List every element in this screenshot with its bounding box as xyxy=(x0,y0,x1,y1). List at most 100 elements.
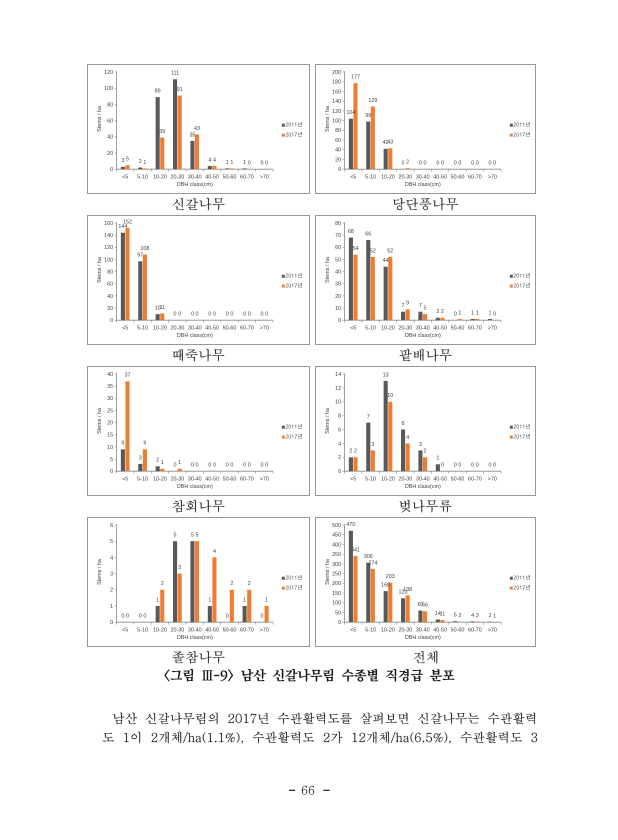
svg-text:2: 2 xyxy=(406,160,409,166)
svg-text:>70: >70 xyxy=(488,476,497,482)
svg-text:2: 2 xyxy=(441,309,444,315)
svg-text:104: 104 xyxy=(346,110,355,116)
svg-text:30-40: 30-40 xyxy=(416,476,430,482)
svg-text:1: 1 xyxy=(476,310,479,316)
svg-text:25: 25 xyxy=(107,408,113,414)
svg-text:0: 0 xyxy=(476,161,479,167)
svg-text:Stems / ha: Stems / ha xyxy=(97,106,103,132)
svg-text:3: 3 xyxy=(139,455,142,461)
svg-text:5-10: 5-10 xyxy=(137,627,148,633)
svg-text:10: 10 xyxy=(107,445,113,451)
svg-text:470: 470 xyxy=(346,522,355,528)
svg-text:450: 450 xyxy=(332,533,341,539)
svg-text:0: 0 xyxy=(454,161,457,167)
svg-text:140: 140 xyxy=(104,233,113,239)
svg-text:5: 5 xyxy=(454,613,457,619)
svg-text:111: 111 xyxy=(171,71,179,77)
svg-text:0: 0 xyxy=(191,312,194,318)
svg-text:DBH class(cm): DBH class(cm) xyxy=(405,635,441,641)
svg-text:0: 0 xyxy=(261,161,264,167)
svg-text:0: 0 xyxy=(143,614,146,620)
svg-text:5-10: 5-10 xyxy=(365,476,376,482)
svg-text:6: 6 xyxy=(110,523,113,529)
svg-text:40: 40 xyxy=(335,148,341,154)
svg-text:4: 4 xyxy=(338,441,341,447)
svg-text:0: 0 xyxy=(261,312,264,318)
svg-text:Stems / ha: Stems / ha xyxy=(97,408,103,434)
svg-text:30: 30 xyxy=(335,282,341,288)
svg-text:1: 1 xyxy=(436,456,439,462)
svg-text:39: 39 xyxy=(159,129,165,135)
svg-text:0: 0 xyxy=(419,161,422,167)
svg-text:4: 4 xyxy=(471,613,474,619)
svg-text:0: 0 xyxy=(174,463,177,469)
svg-text:20-30: 20-30 xyxy=(398,174,412,180)
svg-text:10: 10 xyxy=(335,400,341,406)
svg-text:14: 14 xyxy=(435,611,441,617)
svg-text:<5: <5 xyxy=(122,476,128,482)
svg-text:40-50: 40-50 xyxy=(205,627,219,633)
svg-text:0: 0 xyxy=(338,167,341,173)
svg-text:9: 9 xyxy=(143,441,146,447)
svg-text:80: 80 xyxy=(335,128,341,134)
svg-text:20: 20 xyxy=(107,421,113,427)
svg-text:100: 100 xyxy=(332,601,341,607)
svg-text:12: 12 xyxy=(335,386,341,392)
svg-text:5: 5 xyxy=(424,306,427,312)
svg-text:50-60: 50-60 xyxy=(451,627,465,633)
svg-text:30-40: 30-40 xyxy=(416,325,430,331)
svg-text:160: 160 xyxy=(104,221,113,227)
svg-text:10-20: 10-20 xyxy=(153,174,167,180)
svg-text:0: 0 xyxy=(265,463,268,469)
svg-text:1: 1 xyxy=(178,460,181,466)
svg-text:3: 3 xyxy=(110,572,113,578)
svg-text:0: 0 xyxy=(226,463,229,469)
svg-text:4: 4 xyxy=(213,549,216,555)
svg-text:200: 200 xyxy=(332,70,341,76)
svg-text:2: 2 xyxy=(338,455,341,461)
svg-text:20-30: 20-30 xyxy=(398,627,412,633)
svg-text:44: 44 xyxy=(383,258,389,264)
svg-text:5: 5 xyxy=(196,533,199,539)
svg-text:52: 52 xyxy=(370,248,376,254)
svg-text:5: 5 xyxy=(110,539,113,545)
svg-text:0: 0 xyxy=(248,312,251,318)
svg-text:98: 98 xyxy=(365,113,371,119)
svg-text:0: 0 xyxy=(493,312,496,318)
svg-text:60-70: 60-70 xyxy=(240,325,254,331)
svg-text:7: 7 xyxy=(402,303,405,309)
svg-text:1: 1 xyxy=(110,604,113,610)
svg-text:50-60: 50-60 xyxy=(451,325,465,331)
svg-text:10-20: 10-20 xyxy=(153,325,167,331)
svg-text:30-40: 30-40 xyxy=(416,174,430,180)
svg-text:66: 66 xyxy=(365,231,371,237)
svg-text:5: 5 xyxy=(174,533,177,539)
svg-text:50-60: 50-60 xyxy=(451,476,465,482)
svg-text:37: 37 xyxy=(124,373,130,379)
svg-text:50-60: 50-60 xyxy=(223,325,237,331)
svg-text:40: 40 xyxy=(335,270,341,276)
svg-text:1: 1 xyxy=(156,597,159,603)
svg-text:Stems / ha: Stems / ha xyxy=(97,257,103,283)
svg-text:43: 43 xyxy=(387,140,393,146)
svg-text:0: 0 xyxy=(338,318,341,324)
svg-text:>70: >70 xyxy=(260,627,269,633)
svg-text:5: 5 xyxy=(110,457,113,463)
svg-text:3: 3 xyxy=(419,442,422,448)
svg-text:0: 0 xyxy=(213,312,216,318)
svg-text:300: 300 xyxy=(332,562,341,568)
svg-text:160: 160 xyxy=(381,583,390,589)
svg-text:0: 0 xyxy=(110,469,113,475)
svg-text:Stems / ha: Stems / ha xyxy=(325,257,331,283)
svg-text:60: 60 xyxy=(107,119,113,125)
svg-text:40: 40 xyxy=(107,135,113,141)
svg-text:123: 123 xyxy=(399,590,408,596)
svg-text:10-20: 10-20 xyxy=(153,476,167,482)
svg-text:20: 20 xyxy=(335,294,341,300)
svg-text:0: 0 xyxy=(261,463,264,469)
svg-text:0: 0 xyxy=(196,312,199,318)
svg-text:2: 2 xyxy=(354,449,357,455)
svg-text:56: 56 xyxy=(422,603,428,609)
svg-text:5-10: 5-10 xyxy=(137,476,148,482)
svg-text:40-50: 40-50 xyxy=(433,325,447,331)
